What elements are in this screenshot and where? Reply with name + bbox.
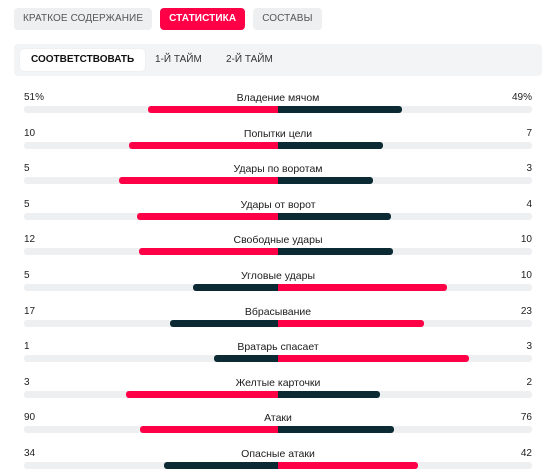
stat-category: Свободные удары	[233, 234, 323, 247]
away-value: 3	[526, 341, 532, 353]
away-bar-fill	[278, 248, 393, 256]
away-value: 49%	[511, 92, 532, 103]
stat-category: Опасные атаки	[241, 447, 315, 460]
home-bar-fill	[140, 426, 278, 434]
stat-row: 17 Вбрасывание 23	[0, 300, 556, 336]
home-bar-fill	[164, 461, 278, 469]
stat-category: Удары по воротам	[233, 163, 323, 176]
home-bar-track	[24, 248, 278, 256]
stat-category: Попытки цели	[243, 127, 313, 140]
home-bar-fill	[139, 248, 278, 256]
home-bar-track	[24, 461, 278, 469]
home-bar-track	[24, 283, 278, 291]
period-first-half[interactable]: 1-Й ТАЙМ	[155, 54, 202, 65]
away-bar-track	[278, 319, 532, 327]
stat-category: Атаки	[264, 412, 292, 425]
away-value: 23	[520, 305, 532, 317]
home-bar-fill	[119, 177, 278, 185]
period-selector: СООТВЕТСТВОВАТЬ 1-Й ТАЙМ 2-Й ТАЙМ	[14, 44, 542, 76]
home-bar-track	[24, 106, 278, 113]
away-value: 10	[520, 234, 532, 246]
home-bar-fill	[126, 390, 278, 398]
away-bar-track	[278, 106, 532, 113]
home-value: 5	[24, 163, 30, 175]
stat-row: 90 Атаки 76	[0, 406, 556, 442]
home-value: 5	[24, 198, 30, 210]
stat-row: 5 Удары от ворот 4	[0, 193, 556, 229]
home-value: 90	[24, 412, 36, 424]
away-bar-track	[278, 212, 532, 220]
away-value: 76	[520, 412, 532, 424]
home-bar-track	[24, 177, 278, 185]
away-value: 42	[520, 447, 532, 459]
tab-lineups[interactable]: СОСТАВЫ	[253, 8, 322, 30]
stat-category: Угловые удары	[240, 269, 316, 282]
home-value: 17	[24, 305, 36, 317]
home-value: 5	[24, 269, 30, 281]
home-value: 34	[24, 447, 36, 459]
period-match[interactable]: СООТВЕТСТВОВАТЬ	[20, 49, 146, 71]
away-bar-track	[278, 141, 532, 149]
away-value: 7	[526, 127, 532, 139]
away-bar-track	[278, 177, 532, 185]
away-value: 3	[526, 163, 532, 175]
away-value: 10	[520, 269, 532, 281]
home-value: 1	[24, 341, 30, 353]
away-bar-fill	[278, 212, 391, 220]
away-value: 4	[526, 198, 532, 210]
away-bar-track	[278, 248, 532, 256]
away-bar-fill	[278, 355, 469, 363]
home-bar-track	[24, 212, 278, 220]
away-bar-track	[278, 426, 532, 434]
away-bar-fill	[278, 426, 394, 434]
away-bar-fill	[278, 177, 373, 185]
match-tabs: КРАТКОЕ СОДЕРЖАНИЕ СТАТИСТИКА СОСТАВЫ	[14, 8, 322, 30]
home-bar-track	[24, 390, 278, 398]
period-second-half[interactable]: 2-Й ТАЙМ	[226, 54, 273, 65]
stat-row: 12 Свободные удары 10	[0, 228, 556, 264]
stat-row: 34 Опасные атаки 42	[0, 442, 556, 474]
stat-row: 5 Угловые удары 10	[0, 264, 556, 300]
stat-row: 5 Удары по воротам 3	[0, 157, 556, 193]
away-bar-track	[278, 283, 532, 291]
stat-category: Удары от ворот	[240, 198, 316, 211]
tab-summary[interactable]: КРАТКОЕ СОДЕРЖАНИЕ	[14, 8, 153, 30]
stat-row: 10 Попытки цели 7	[0, 122, 556, 158]
stat-row: 1 Вратарь спасает 3	[0, 335, 556, 371]
home-bar-fill	[129, 141, 278, 149]
stat-category: Вбрасывание	[244, 305, 312, 318]
stat-category: Вратарь спасает	[237, 341, 319, 354]
away-bar-fill	[278, 319, 424, 327]
home-bar-track	[24, 426, 278, 434]
away-bar-fill	[278, 283, 447, 291]
away-bar-fill	[278, 141, 383, 149]
home-bar-fill	[214, 355, 278, 363]
away-bar-track	[278, 390, 532, 398]
home-bar-track	[24, 355, 278, 363]
home-bar-track	[24, 319, 278, 327]
stat-row: 3 Желтые карточки 2	[0, 371, 556, 407]
away-value: 2	[526, 376, 532, 388]
stat-category: Желтые карточки	[235, 376, 321, 389]
home-value: 51%	[24, 92, 45, 103]
away-bar-fill	[278, 461, 418, 469]
home-value: 12	[24, 234, 36, 246]
stat-category: Владение мячом	[236, 92, 320, 104]
away-bar-track	[278, 355, 532, 363]
stats-list: 51% Владение мячом 49% 10 Попытки цели 7 5 Удар…	[0, 86, 556, 474]
tab-statistics[interactable]: СТАТИСТИКА	[160, 8, 246, 30]
home-value: 3	[24, 376, 30, 388]
stat-row: 51% Владение мячом 49%	[0, 86, 556, 122]
home-bar-track	[24, 141, 278, 149]
away-bar-fill	[278, 390, 380, 398]
home-bar-fill	[170, 319, 278, 327]
home-bar-fill	[193, 283, 278, 291]
home-bar-fill	[148, 106, 278, 113]
home-bar-fill	[137, 212, 278, 220]
away-bar-fill	[278, 106, 402, 113]
home-value: 10	[24, 127, 36, 139]
away-bar-track	[278, 461, 532, 469]
